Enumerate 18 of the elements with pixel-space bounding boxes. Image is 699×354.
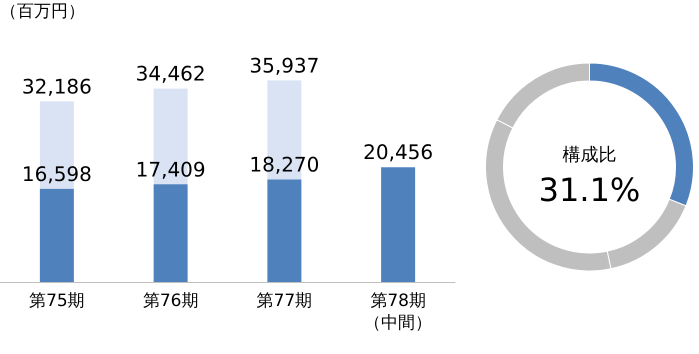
total-label: 34,462 (136, 62, 206, 86)
data-label: 16,598 (22, 162, 92, 186)
bar (40, 188, 74, 282)
total-label: 32,186 (22, 74, 92, 98)
text: 構成比 (562, 144, 616, 166)
bar (381, 167, 416, 282)
x-tick-label: 第78期（中間） (364, 291, 432, 333)
data-label: 18,270 (249, 152, 320, 176)
bar (154, 184, 188, 282)
data-label: 17,409 (136, 157, 206, 182)
x-tick-label: 第75期 (29, 291, 85, 311)
total-label: 20,456 (363, 140, 434, 164)
text: 31.1% (538, 171, 640, 209)
x-tick-label: 第76期 (142, 291, 198, 311)
bar (267, 179, 302, 282)
total-label: 35,937 (249, 53, 320, 78)
y-axis-title: （百万円） (0, 2, 85, 22)
x-tick-label: 第77期 (256, 291, 312, 311)
